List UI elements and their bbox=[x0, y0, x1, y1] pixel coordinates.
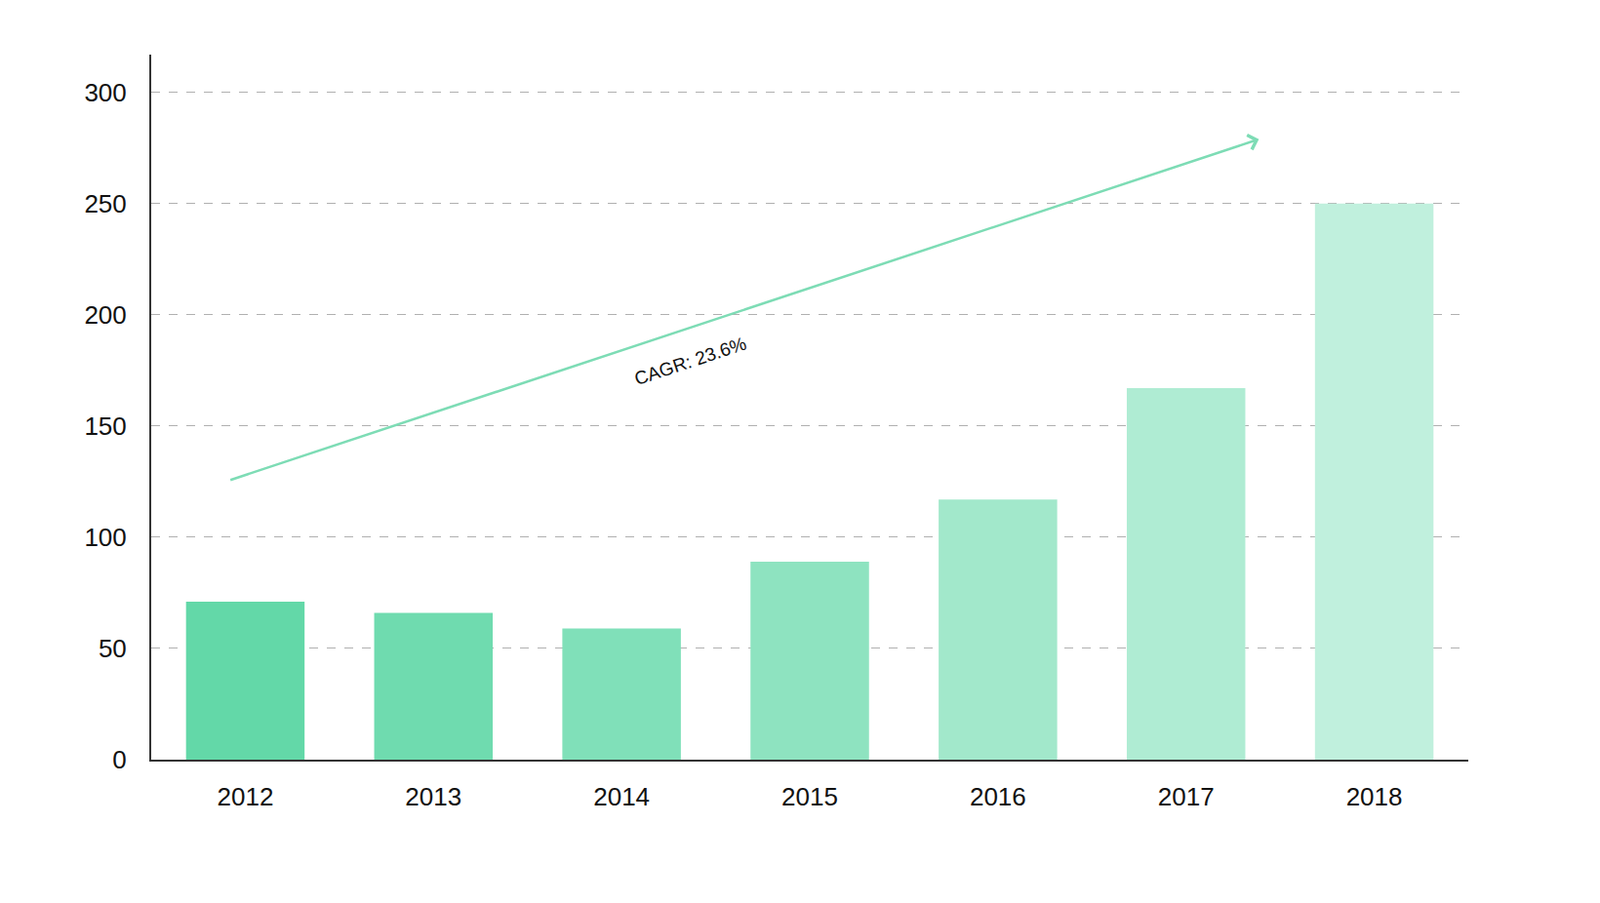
svg-text:2014: 2014 bbox=[593, 782, 650, 812]
svg-text:150: 150 bbox=[83, 411, 126, 441]
svg-text:200: 200 bbox=[83, 300, 126, 330]
svg-text:2015: 2015 bbox=[781, 782, 839, 812]
svg-text:2018: 2018 bbox=[1346, 782, 1403, 812]
svg-text:300: 300 bbox=[83, 78, 126, 108]
svg-text:50: 50 bbox=[98, 634, 127, 664]
svg-text:CAGR: 23.6%: CAGR: 23.6% bbox=[632, 333, 750, 391]
svg-text:2017: 2017 bbox=[1158, 782, 1215, 812]
svg-text:100: 100 bbox=[83, 522, 126, 553]
svg-text:2012: 2012 bbox=[217, 782, 275, 812]
svg-text:250: 250 bbox=[83, 189, 126, 219]
svg-text:2013: 2013 bbox=[404, 782, 462, 812]
svg-text:2016: 2016 bbox=[969, 782, 1027, 812]
svg-text:0: 0 bbox=[112, 745, 126, 775]
